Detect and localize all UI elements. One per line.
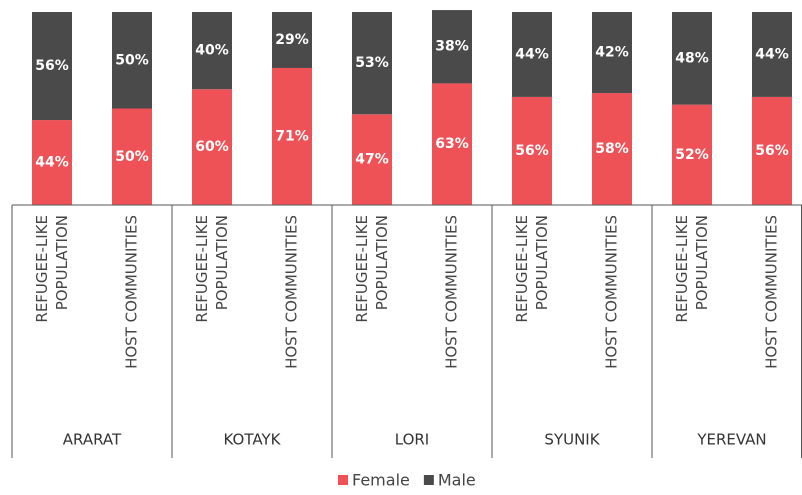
bar-segment	[32, 120, 72, 205]
bar-segment	[352, 12, 392, 115]
group-label: LORI	[395, 431, 429, 449]
value-label: 47%	[355, 152, 389, 168]
value-label: 44%	[515, 46, 549, 62]
bar-segment	[272, 67, 312, 205]
bar-segment	[512, 96, 552, 205]
group-label: SYUNIK	[544, 431, 600, 449]
value-label: 29%	[275, 32, 309, 48]
category-label: HOST COMMUNITIES	[763, 215, 781, 369]
bar-segment	[112, 12, 152, 109]
category-label: HOST COMMUNITIES	[283, 215, 301, 369]
value-label: 71%	[275, 128, 309, 144]
bar-segment	[352, 114, 392, 205]
category-label: REFUGEE-LIKE POPULATION	[513, 215, 551, 323]
bar-segment	[592, 12, 632, 94]
group-label: ARARAT	[63, 431, 122, 449]
value-label: 42%	[595, 45, 629, 61]
bar-segment	[752, 96, 792, 205]
category-label: REFUGEE-LIKE POPULATION	[353, 215, 391, 323]
value-label: 60%	[195, 139, 229, 155]
value-label: 50%	[115, 52, 149, 68]
bar-segment	[672, 12, 712, 105]
bar-segment	[192, 89, 232, 205]
value-label: 44%	[35, 155, 69, 171]
value-label: 63%	[435, 136, 469, 152]
bar-segment	[432, 83, 472, 205]
value-label: 56%	[755, 143, 789, 159]
group-label: KOTAYK	[224, 431, 282, 449]
group-label: YEREVAN	[696, 431, 766, 449]
value-label: 38%	[435, 39, 469, 55]
value-label: 58%	[595, 141, 629, 157]
value-label: 50%	[115, 149, 149, 165]
legend-swatch	[338, 475, 348, 485]
value-label: 52%	[675, 147, 709, 163]
bar-segment	[112, 108, 152, 205]
bar-segment	[592, 93, 632, 205]
legend-label: Female	[352, 471, 410, 490]
bar-segment	[32, 12, 72, 121]
legend-swatch	[423, 475, 434, 485]
category-label: HOST COMMUNITIES	[603, 215, 621, 369]
bar-segment	[672, 104, 712, 205]
bar-segment	[752, 12, 792, 97]
bar-segment	[272, 12, 312, 68]
legend-label: Male	[438, 471, 476, 490]
value-label: 40%	[195, 43, 229, 59]
value-label: 44%	[755, 46, 789, 62]
bar-segment	[192, 12, 232, 90]
bar-segment	[432, 10, 472, 84]
value-label: 48%	[675, 50, 709, 66]
category-label: REFUGEE-LIKE POPULATION	[193, 215, 231, 323]
value-label: 53%	[355, 55, 389, 71]
value-label: 56%	[515, 143, 549, 159]
category-label: REFUGEE-LIKE POPULATION	[673, 215, 711, 323]
category-label: HOST COMMUNITIES	[123, 215, 141, 369]
category-label: HOST COMMUNITIES	[443, 215, 461, 369]
category-label: REFUGEE-LIKE POPULATION	[33, 215, 71, 323]
value-label: 56%	[35, 58, 69, 74]
bar-segment	[512, 12, 552, 97]
